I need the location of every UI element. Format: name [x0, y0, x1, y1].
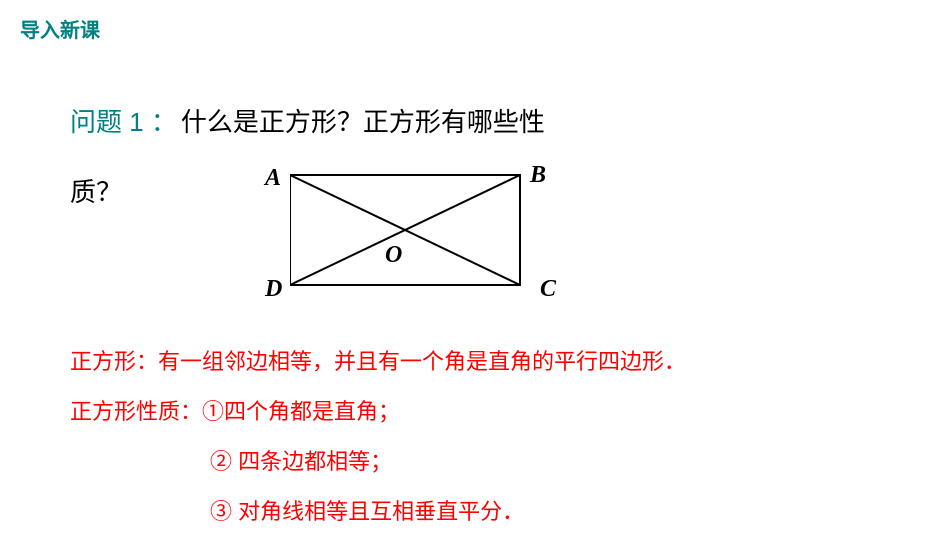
label-a: A: [265, 165, 281, 192]
question-line-2: 质？: [70, 172, 122, 209]
answer-text-3: ② 四条边都相等；: [210, 449, 392, 474]
label-c: C: [540, 276, 556, 303]
question-text-2: 质？: [70, 177, 122, 207]
question-label: 问题 1 ：: [70, 107, 177, 137]
question-line-1: 问题 1 ：什么是正方形？正方形有哪些性: [70, 102, 545, 139]
label-o: O: [385, 242, 402, 269]
answer-text-4: ③ 对角线相等且互相垂直平分．: [210, 499, 524, 524]
answer-line-3: ② 四条边都相等；: [210, 444, 392, 476]
answer-line-4: ③ 对角线相等且互相垂直平分．: [210, 494, 524, 526]
diagram-svg: [290, 160, 570, 310]
square-diagram: A B C D O: [290, 160, 570, 310]
answer-line-2: 正方形性质：①四个角都是直角；: [70, 394, 400, 426]
answer-line-1: 正方形：有一组邻边相等，并且有一个角是直角的平行四边形．: [70, 344, 686, 376]
answer-text-2: 正方形性质：①四个角都是直角；: [70, 399, 400, 424]
section-header: 导入新课: [20, 14, 100, 43]
label-d: D: [265, 276, 282, 303]
label-b: B: [530, 162, 546, 189]
question-text-1: 什么是正方形？正方形有哪些性: [181, 107, 545, 137]
answer-text-1: 正方形：有一组邻边相等，并且有一个角是直角的平行四边形．: [70, 349, 686, 374]
header-text: 导入新课: [20, 20, 100, 42]
